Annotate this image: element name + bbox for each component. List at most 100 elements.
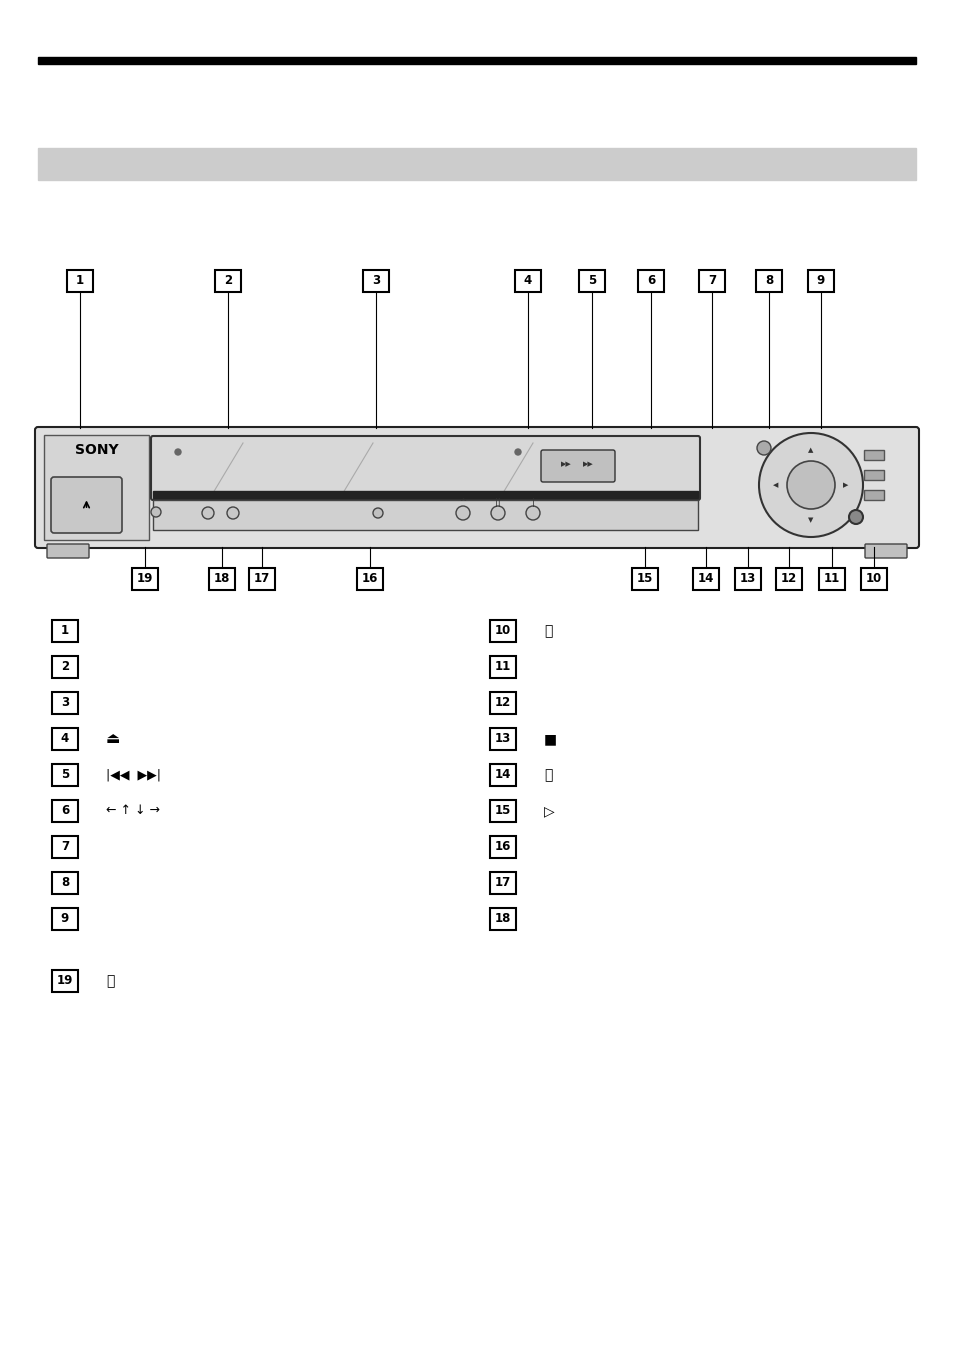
Bar — [214, 270, 241, 292]
Text: 17: 17 — [253, 572, 270, 585]
Bar — [52, 800, 78, 822]
Text: ← ↑ ↓ →: ← ↑ ↓ → — [106, 804, 160, 818]
Text: ⏏: ⏏ — [106, 731, 120, 746]
Bar — [490, 836, 516, 859]
Text: ▼: ▼ — [807, 516, 813, 523]
Text: 4: 4 — [61, 733, 69, 745]
FancyBboxPatch shape — [51, 477, 122, 533]
Text: ▶▶: ▶▶ — [560, 461, 571, 466]
Text: 7: 7 — [707, 274, 716, 288]
Text: ▶▶: ▶▶ — [582, 461, 593, 466]
Text: |◀◀  ▶▶|: |◀◀ ▶▶| — [106, 768, 161, 781]
Text: 11: 11 — [495, 661, 511, 673]
Text: 13: 13 — [740, 572, 756, 585]
Text: 15: 15 — [495, 804, 511, 818]
Bar — [52, 909, 78, 930]
Text: ■: ■ — [543, 731, 557, 746]
Text: 2: 2 — [61, 661, 69, 673]
Text: 12: 12 — [781, 572, 797, 585]
Circle shape — [786, 461, 834, 508]
Circle shape — [174, 449, 181, 456]
Text: 10: 10 — [495, 625, 511, 638]
Bar — [38, 57, 915, 64]
Circle shape — [515, 449, 520, 456]
Bar — [209, 568, 234, 589]
Text: 5: 5 — [61, 768, 69, 781]
Circle shape — [227, 507, 239, 519]
Text: ^: ^ — [459, 499, 466, 507]
Text: 18: 18 — [495, 913, 511, 926]
Text: 8: 8 — [61, 876, 69, 890]
Circle shape — [151, 507, 161, 516]
Circle shape — [202, 507, 213, 519]
Text: 11: 11 — [823, 572, 840, 585]
Bar — [807, 270, 833, 292]
Bar — [699, 270, 724, 292]
Bar — [734, 568, 760, 589]
Text: 16: 16 — [495, 841, 511, 853]
Bar — [52, 656, 78, 677]
Bar — [38, 147, 915, 180]
Bar — [52, 692, 78, 714]
Bar — [755, 270, 781, 292]
Text: 17: 17 — [495, 876, 511, 890]
Text: 9: 9 — [816, 274, 824, 288]
Bar — [515, 270, 540, 292]
Bar — [52, 764, 78, 786]
Text: 15: 15 — [637, 572, 653, 585]
Bar — [818, 568, 844, 589]
Text: ▶: ▶ — [842, 483, 848, 488]
Bar — [249, 568, 274, 589]
Bar — [490, 727, 516, 750]
Circle shape — [757, 441, 770, 456]
Text: ||: || — [495, 499, 500, 507]
Text: 7: 7 — [61, 841, 69, 853]
Bar — [692, 568, 719, 589]
Text: 5: 5 — [587, 274, 596, 288]
Text: 4: 4 — [523, 274, 532, 288]
FancyBboxPatch shape — [864, 544, 906, 558]
Text: 10: 10 — [865, 572, 882, 585]
Bar — [152, 500, 698, 530]
Bar — [67, 270, 92, 292]
Bar — [52, 872, 78, 894]
FancyBboxPatch shape — [540, 450, 615, 483]
Bar — [863, 450, 883, 460]
FancyBboxPatch shape — [35, 427, 918, 548]
Text: 16: 16 — [361, 572, 377, 585]
Bar — [363, 270, 389, 292]
Bar — [44, 435, 149, 539]
Bar — [52, 836, 78, 859]
Bar — [490, 800, 516, 822]
Text: 🎧: 🎧 — [543, 625, 552, 638]
Circle shape — [759, 433, 862, 537]
Text: 6: 6 — [61, 804, 69, 818]
Bar — [490, 621, 516, 642]
Text: 19: 19 — [136, 572, 153, 585]
Text: SONY: SONY — [75, 443, 119, 457]
Bar — [356, 568, 382, 589]
Bar — [490, 692, 516, 714]
Bar — [578, 270, 604, 292]
Text: 3: 3 — [61, 696, 69, 710]
Bar — [152, 491, 698, 498]
Text: 19: 19 — [57, 975, 73, 987]
Text: 3: 3 — [372, 274, 379, 288]
Bar — [863, 489, 883, 500]
Circle shape — [456, 506, 470, 521]
Bar — [631, 568, 658, 589]
Bar — [490, 764, 516, 786]
FancyBboxPatch shape — [151, 435, 700, 500]
Bar — [638, 270, 663, 292]
Text: 18: 18 — [213, 572, 230, 585]
Bar — [775, 568, 801, 589]
Bar — [863, 470, 883, 480]
Text: 14: 14 — [697, 572, 714, 585]
Circle shape — [848, 510, 862, 525]
Text: 8: 8 — [764, 274, 772, 288]
Text: 2: 2 — [224, 274, 232, 288]
Bar — [490, 872, 516, 894]
Text: ◀: ◀ — [773, 483, 778, 488]
Text: 1: 1 — [76, 274, 84, 288]
Text: ⏸: ⏸ — [543, 768, 552, 781]
